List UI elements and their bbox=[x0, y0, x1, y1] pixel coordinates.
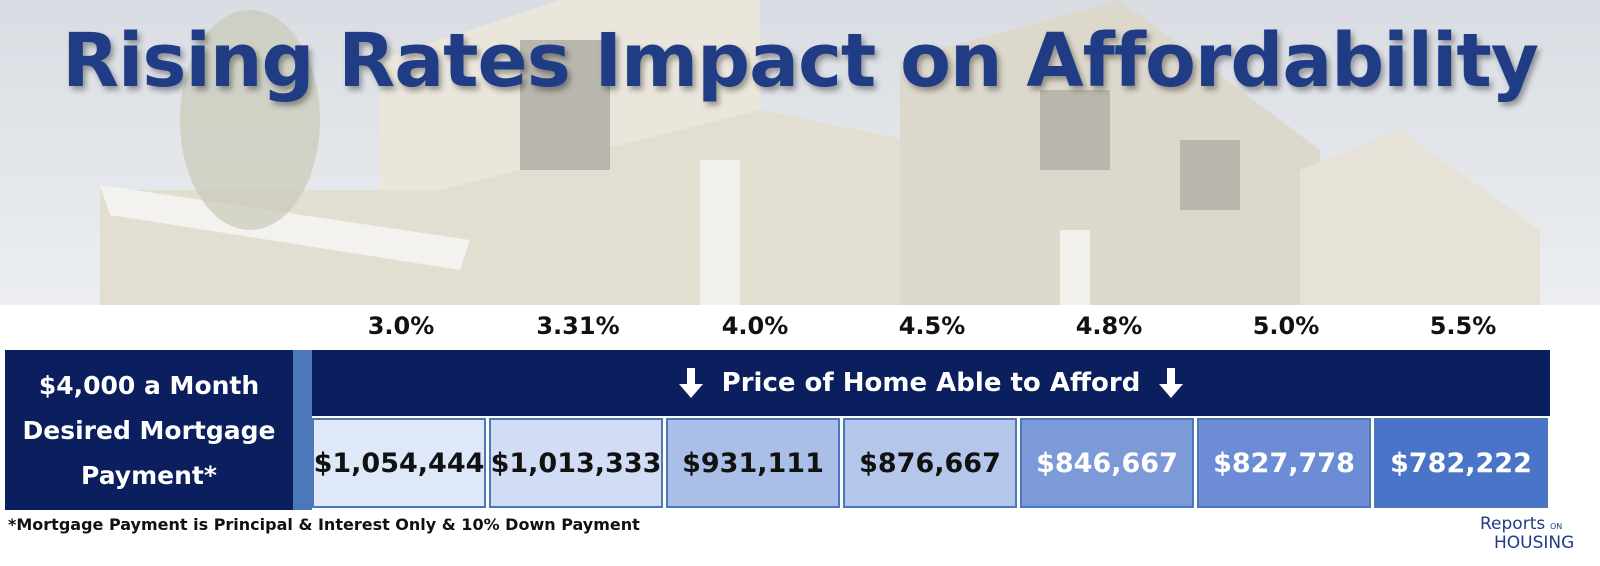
row-label: $4,000 a Month Desired Mortgage Payment* bbox=[5, 350, 293, 510]
rate-header: 4.8% bbox=[1075, 312, 1143, 340]
footnote: *Mortgage Payment is Principal & Interes… bbox=[8, 515, 640, 534]
rate-header: 5.0% bbox=[1252, 312, 1320, 340]
divider bbox=[293, 350, 312, 510]
arrow-icon bbox=[678, 368, 703, 398]
rate-header: 5.5% bbox=[1429, 312, 1497, 340]
arrow-icon bbox=[1159, 368, 1184, 398]
rate-header: 4.5% bbox=[898, 312, 966, 340]
rate-header: 3.31% bbox=[536, 312, 620, 340]
price-cell: $931,111 bbox=[666, 418, 840, 508]
logo-brand: Reports bbox=[1480, 514, 1546, 534]
price-cell: $846,667 bbox=[1020, 418, 1194, 508]
banner: Price of Home Able to Afford bbox=[312, 350, 1550, 416]
price-cell: $1,054,444 bbox=[312, 418, 486, 508]
logo: Reports ON HOUSING bbox=[1480, 514, 1575, 553]
logo-word: HOUSING bbox=[1494, 533, 1575, 553]
price-cell: $782,222 bbox=[1374, 418, 1548, 508]
rate-header: 4.0% bbox=[721, 312, 789, 340]
rate-header: 3.0% bbox=[367, 312, 435, 340]
price-cell: $827,778 bbox=[1197, 418, 1371, 508]
price-cell: $876,667 bbox=[843, 418, 1017, 508]
banner-text: Price of Home Able to Afford bbox=[721, 368, 1141, 398]
house-photo bbox=[0, 0, 1600, 305]
price-cell: $1,013,333 bbox=[489, 418, 663, 508]
logo-small: ON bbox=[1550, 522, 1563, 531]
title: Rising Rates Impact on Affordability bbox=[62, 18, 1539, 104]
